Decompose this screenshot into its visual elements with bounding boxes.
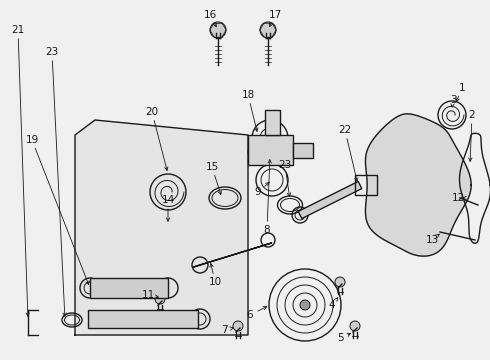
- Text: 23: 23: [278, 160, 292, 170]
- Text: 21: 21: [11, 25, 24, 35]
- Text: 12: 12: [451, 193, 465, 203]
- Text: 5: 5: [337, 333, 343, 343]
- Text: 8: 8: [264, 225, 270, 235]
- Circle shape: [410, 122, 420, 132]
- Text: 14: 14: [161, 195, 174, 205]
- Polygon shape: [366, 114, 471, 256]
- Circle shape: [266, 134, 274, 142]
- Circle shape: [447, 209, 457, 219]
- Text: 7: 7: [220, 325, 227, 335]
- Circle shape: [373, 151, 383, 161]
- Circle shape: [410, 238, 420, 248]
- Text: 4: 4: [329, 300, 335, 310]
- Text: 9: 9: [255, 187, 261, 197]
- Text: 6: 6: [246, 310, 253, 320]
- Bar: [88, 310, 198, 328]
- FancyArrow shape: [298, 181, 362, 219]
- Text: 15: 15: [205, 162, 219, 172]
- Circle shape: [155, 294, 165, 304]
- Bar: [90, 278, 168, 298]
- Bar: [248, 135, 293, 165]
- Text: 23: 23: [46, 47, 59, 57]
- Bar: [265, 110, 280, 135]
- Text: 20: 20: [146, 107, 159, 117]
- Bar: [355, 175, 377, 195]
- Text: 3: 3: [450, 95, 456, 105]
- Text: 16: 16: [203, 10, 217, 20]
- Text: 11: 11: [142, 290, 155, 300]
- Text: 22: 22: [339, 125, 352, 135]
- Circle shape: [210, 22, 226, 38]
- Text: 18: 18: [242, 90, 255, 100]
- Circle shape: [373, 209, 383, 219]
- Text: 10: 10: [208, 277, 221, 287]
- Circle shape: [447, 151, 457, 161]
- Text: 19: 19: [25, 135, 39, 145]
- Text: 17: 17: [269, 10, 282, 20]
- Circle shape: [260, 22, 276, 38]
- Circle shape: [300, 300, 310, 310]
- Circle shape: [335, 277, 345, 287]
- Polygon shape: [75, 120, 248, 335]
- Circle shape: [350, 321, 360, 331]
- Text: 1: 1: [459, 83, 466, 93]
- Bar: [293, 143, 313, 158]
- Circle shape: [233, 321, 243, 331]
- Polygon shape: [194, 243, 271, 267]
- Text: 2: 2: [469, 110, 475, 120]
- Text: 13: 13: [425, 235, 439, 245]
